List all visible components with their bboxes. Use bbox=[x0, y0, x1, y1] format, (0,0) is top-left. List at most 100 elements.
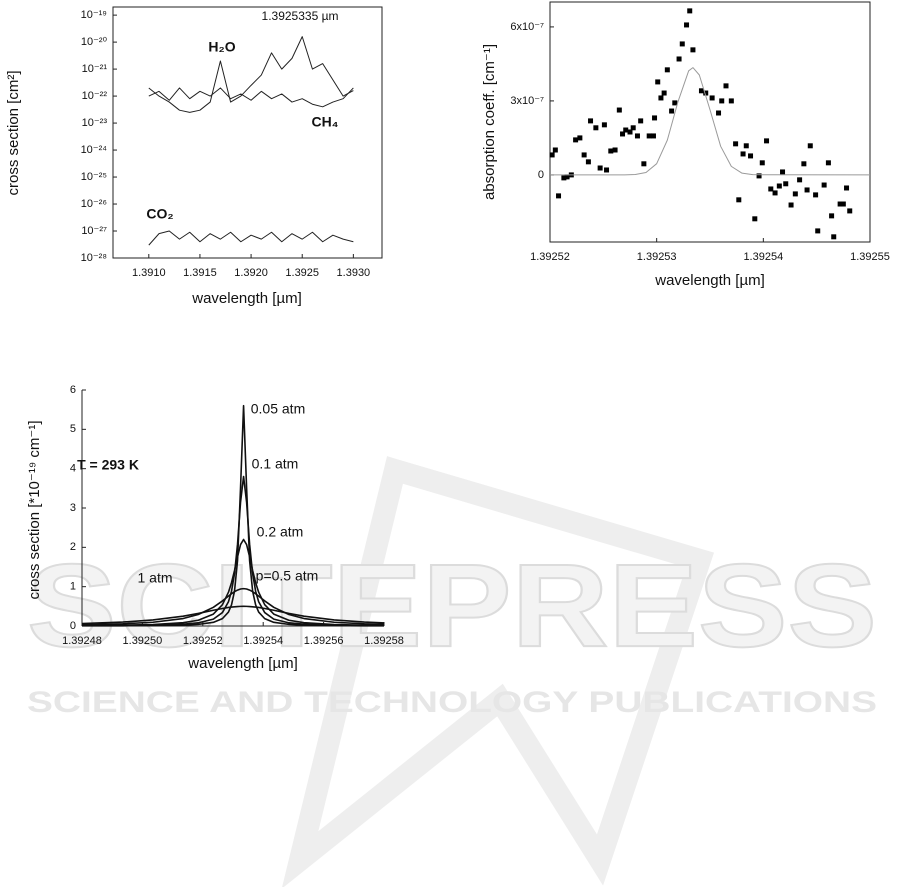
series-line bbox=[81, 538, 385, 627]
y-tick-label: 10⁻¹⁹ bbox=[81, 9, 107, 21]
data-point bbox=[630, 125, 636, 131]
data-point bbox=[703, 90, 709, 96]
x-tick-label: 1.39250 bbox=[123, 635, 163, 647]
x-tick-label: 1.39254 bbox=[243, 635, 283, 647]
y-tick-label: 2 bbox=[70, 541, 76, 553]
series-label: 0.2 atm bbox=[257, 524, 304, 540]
series-line bbox=[148, 230, 354, 246]
x-tick-label: 1.39258 bbox=[364, 635, 404, 647]
data-point bbox=[684, 22, 690, 28]
y-tick-label: 6x10⁻⁷ bbox=[510, 21, 544, 33]
y-tick-label: 6 bbox=[70, 384, 76, 396]
data-point bbox=[840, 201, 846, 207]
data-point bbox=[748, 153, 754, 159]
data-point bbox=[676, 56, 682, 62]
data-point bbox=[577, 135, 583, 141]
annotation: T = 293 K bbox=[77, 457, 139, 473]
x-tick-label: 1.3920 bbox=[234, 267, 268, 279]
x-axis-label: wavelength [µm] bbox=[654, 272, 765, 289]
series-line bbox=[81, 475, 385, 627]
data-point bbox=[672, 100, 678, 106]
data-point bbox=[564, 174, 570, 180]
data-point bbox=[552, 147, 558, 153]
data-point bbox=[588, 118, 594, 124]
y-tick-label: 4 bbox=[70, 463, 76, 475]
data-point bbox=[593, 125, 599, 131]
y-tick-label: 10⁻²⁰ bbox=[81, 36, 108, 48]
data-point bbox=[783, 181, 789, 187]
data-point bbox=[664, 67, 670, 73]
data-point bbox=[573, 137, 579, 143]
series-label: p=0.5 atm bbox=[256, 568, 319, 584]
data-point bbox=[585, 159, 591, 165]
data-point bbox=[728, 98, 734, 104]
x-tick-label: 1.39255 bbox=[850, 251, 890, 263]
data-point bbox=[652, 115, 658, 121]
data-point bbox=[792, 191, 798, 197]
y-tick-label: 10⁻²⁸ bbox=[81, 252, 107, 264]
data-point bbox=[764, 138, 770, 144]
data-point bbox=[608, 148, 614, 154]
data-point bbox=[556, 193, 562, 199]
data-point bbox=[719, 98, 725, 104]
watermark: SCITEPRESS SCIENCE AND TECHNOLOGY PUBLIC… bbox=[26, 456, 878, 887]
data-point bbox=[772, 190, 778, 196]
y-tick-label: 10⁻²³ bbox=[82, 117, 108, 129]
watermark-subtitle: SCIENCE AND TECHNOLOGY PUBLICATIONS bbox=[27, 686, 877, 719]
data-point bbox=[561, 175, 567, 181]
data-point bbox=[807, 143, 813, 149]
data-point bbox=[601, 122, 607, 128]
x-tick-label: 1.39256 bbox=[304, 635, 344, 647]
data-point bbox=[650, 133, 656, 139]
x-tick-label: 1.39253 bbox=[637, 251, 677, 263]
y-tick-label: 10⁻²⁴ bbox=[81, 144, 108, 156]
data-point bbox=[658, 95, 664, 101]
x-axis-label: wavelength [µm] bbox=[191, 290, 302, 307]
data-point bbox=[655, 79, 661, 85]
data-point bbox=[646, 133, 652, 139]
data-point bbox=[743, 143, 749, 149]
data-point bbox=[604, 167, 610, 173]
watermark-logo bbox=[282, 456, 715, 887]
series-label: 1 atm bbox=[137, 570, 172, 586]
x-tick-label: 1.39252 bbox=[183, 635, 223, 647]
data-point bbox=[623, 127, 629, 133]
data-point bbox=[752, 216, 758, 222]
data-point bbox=[716, 110, 722, 116]
data-point bbox=[831, 234, 837, 240]
y-axis-label: cross section [*10⁻¹⁹ cm⁻¹] bbox=[26, 421, 43, 600]
data-point bbox=[723, 83, 729, 89]
series-label: CH₄ bbox=[312, 114, 339, 130]
data-point bbox=[597, 165, 603, 171]
y-tick-label: 10⁻²⁷ bbox=[81, 225, 107, 237]
data-point bbox=[638, 118, 644, 124]
data-point bbox=[768, 186, 774, 192]
y-axis-label: cross section [cm²] bbox=[5, 70, 22, 195]
y-tick-label: 5 bbox=[70, 423, 76, 435]
x-tick-label: 1.39254 bbox=[743, 251, 783, 263]
data-point bbox=[804, 187, 810, 193]
watermark-title: SCITEPRESS bbox=[27, 540, 877, 672]
y-tick-label: 3 bbox=[70, 502, 76, 514]
y-tick-label: 10⁻²² bbox=[82, 90, 108, 102]
data-point bbox=[756, 173, 762, 179]
y-tick-label: 0 bbox=[70, 620, 76, 632]
data-point bbox=[740, 151, 746, 157]
data-point bbox=[788, 202, 794, 208]
series-label: H₂O bbox=[208, 39, 235, 55]
data-point bbox=[801, 161, 807, 167]
data-point bbox=[780, 169, 786, 175]
y-axis-label: absorption coeff. [cm⁻¹] bbox=[481, 44, 498, 200]
data-point bbox=[612, 147, 618, 153]
data-point bbox=[733, 141, 739, 147]
data-point bbox=[669, 108, 675, 114]
series-label: CO₂ bbox=[146, 206, 173, 222]
data-point bbox=[821, 182, 827, 188]
data-point bbox=[641, 161, 647, 167]
data-point bbox=[776, 183, 782, 189]
data-point bbox=[627, 129, 633, 135]
x-tick-label: 1.3915 bbox=[183, 267, 217, 279]
data-point bbox=[847, 208, 853, 214]
x-tick-label: 1.39248 bbox=[62, 635, 102, 647]
